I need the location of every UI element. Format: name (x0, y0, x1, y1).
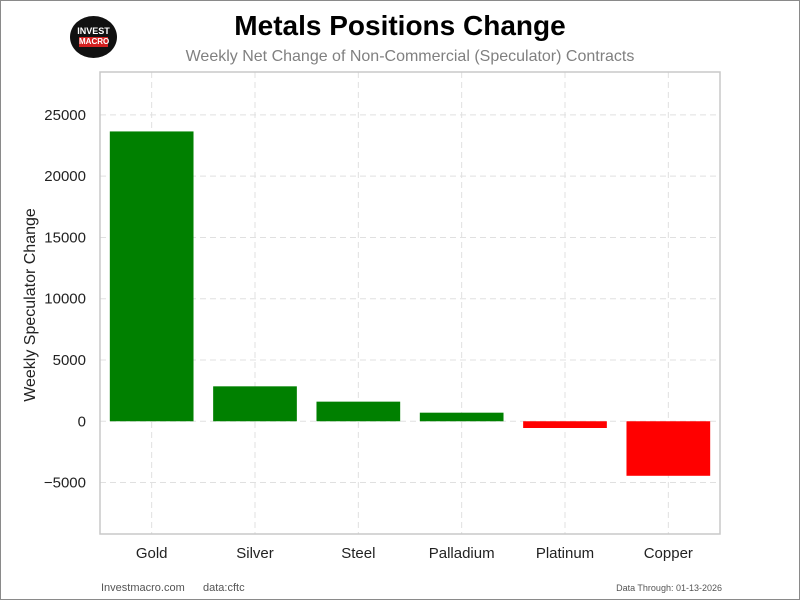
y-tick-label: −5000 (44, 475, 86, 492)
bar-silver (213, 386, 297, 422)
x-tick-label: Copper (644, 545, 693, 562)
bar-gold (109, 131, 194, 422)
footer-data-through: Data Through: 01-13-2026 (616, 583, 722, 593)
x-tick-label: Steel (341, 545, 375, 562)
y-tick-label: 25000 (44, 107, 86, 124)
y-tick-label: 15000 (44, 229, 86, 246)
bar-palladium (419, 412, 504, 422)
plot-area-border (99, 71, 721, 535)
y-axis-label: Weekly Speculator Change (22, 208, 39, 402)
x-tick-label: Platinum (536, 545, 594, 562)
y-tick-label: 5000 (53, 352, 86, 369)
investmacro-logo: INVEST MACRO (70, 16, 117, 58)
y-tick-label: 10000 (44, 291, 86, 308)
logo-text-macro: MACRO (79, 37, 110, 47)
bar-copper (626, 421, 711, 476)
x-tick-label: Palladium (429, 545, 495, 562)
logo-text-invest: INVEST (77, 26, 110, 36)
bar-steel (316, 401, 401, 422)
x-tick-label: Gold (136, 545, 168, 562)
x-tick-label: Silver (236, 545, 274, 562)
chart-title: Metals Positions Change (234, 10, 566, 41)
bar-platinum (523, 421, 607, 428)
footer-source: data:cftc (203, 582, 245, 594)
y-tick-label: 20000 (44, 168, 86, 185)
y-tick-label: 0 (78, 413, 86, 430)
footer-site: Investmacro.com (101, 582, 185, 594)
chart-subtitle: Weekly Net Change of Non-Commercial (Spe… (185, 48, 635, 65)
